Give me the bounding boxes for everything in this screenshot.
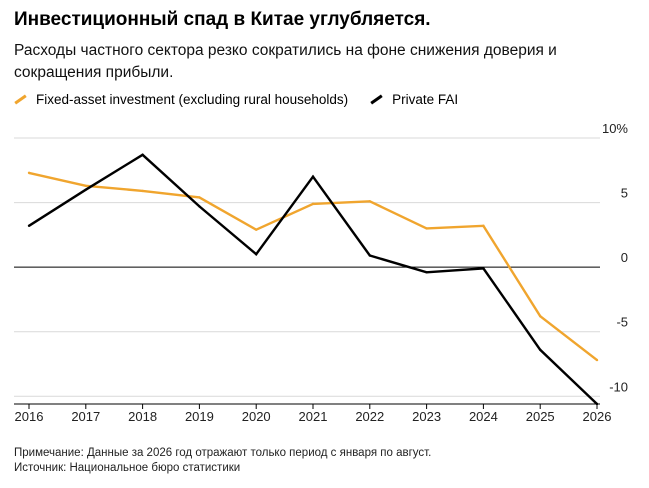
data-point-fai (198, 196, 201, 199)
data-point-fai (482, 224, 485, 228)
data-point-private-fai (141, 153, 144, 156)
x-tick-label: 2016 (15, 409, 44, 424)
x-tick-label: 2017 (71, 409, 100, 424)
footnote: Примечание: Данные за 2026 год отражают … (14, 446, 431, 476)
data-point-fai (539, 314, 542, 318)
data-point-fai (141, 189, 144, 193)
legend-item-fai: Fixed-asset investment (excluding rural … (14, 92, 348, 107)
data-point-fai (311, 202, 315, 206)
legend: Fixed-asset investment (excluding rural … (14, 92, 480, 107)
x-tick-label: 2024 (469, 409, 498, 424)
y-tick-label: 0 (621, 250, 628, 265)
x-tick-label: 2019 (185, 409, 214, 424)
y-tick-label: 5 (621, 186, 628, 201)
x-tick-label: 2026 (583, 409, 612, 424)
data-point-private-fai (595, 402, 599, 406)
data-point-fai (368, 200, 371, 203)
footnote-source: Источник: Национальное бюро статистики (14, 462, 241, 474)
data-point-private-fai (84, 188, 88, 191)
y-tick-label: -10 (609, 379, 628, 394)
line-chart: 10% 5 0 -5 -10 2016 2017 2018 2019 2020 2021 2022 20… (14, 121, 628, 424)
legend-label-private-fai: Private FAI (392, 92, 459, 107)
data-point-fai (255, 228, 258, 231)
x-tick-label: 2018 (128, 409, 157, 424)
data-point-private-fai (255, 253, 258, 256)
data-point-private-fai (311, 175, 315, 178)
data-point-private-fai (27, 224, 31, 228)
y-tick-label: -5 (616, 315, 628, 330)
data-point-private-fai (539, 348, 542, 351)
data-point-private-fai (198, 205, 201, 208)
data-point-fai (425, 227, 428, 230)
data-point-fai (27, 171, 31, 175)
data-point-private-fai (482, 267, 485, 270)
chart-subtitle: Расходы частного сектора резко сократили… (14, 42, 557, 81)
data-point-fai (595, 358, 599, 362)
footnote-note: Примечание: Данные за 2026 год отражают … (14, 447, 432, 459)
data-point-fai (84, 184, 88, 187)
data-point-private-fai (425, 271, 428, 274)
data-point-private-fai (368, 254, 371, 257)
legend-label-fai: Fixed-asset investment (excluding rural … (36, 92, 349, 107)
x-tick-label: 2022 (355, 409, 384, 424)
x-tick-label: 2025 (526, 409, 555, 424)
x-tick-label: 2023 (412, 409, 441, 424)
legend-item-private-fai: Private FAI (370, 92, 458, 107)
x-tick-label: 2020 (242, 409, 271, 424)
y-tick-label: 10% (602, 121, 628, 136)
series-line-private-fai (28, 153, 598, 405)
chart-title: Инвестиционный спад в Китае углубляется. (14, 9, 431, 30)
x-tick-label: 2021 (299, 409, 328, 424)
